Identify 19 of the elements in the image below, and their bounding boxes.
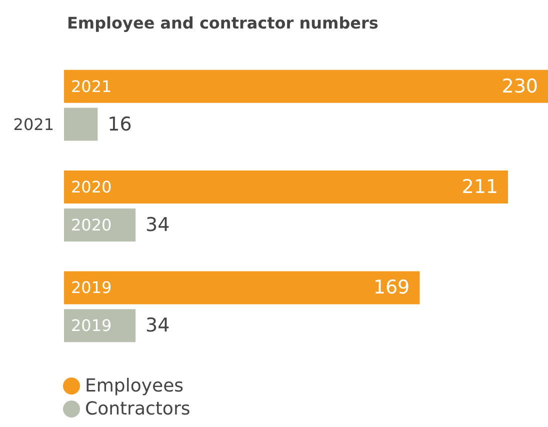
data-label: 211 (462, 176, 498, 198)
data-label: 169 (373, 276, 410, 299)
legend-label: Employees (85, 376, 184, 396)
bar (64, 70, 548, 103)
chart-title: Employee and contractor numbers (67, 14, 378, 32)
y-tick-label: 2021 (71, 76, 112, 96)
bar (64, 208, 136, 242)
y-tick-label: 2020 (71, 178, 112, 197)
bar (64, 170, 508, 204)
bar (64, 309, 136, 342)
bar (64, 108, 98, 141)
data-label: 34 (146, 314, 170, 337)
legend-label: Contractors (85, 398, 190, 420)
category-label: 2021 (13, 114, 54, 134)
bar (64, 271, 420, 304)
y-tick-label: 2019 (71, 278, 112, 298)
data-label: 34 (146, 214, 170, 236)
data-label: 230 (502, 75, 538, 98)
data-label: 16 (108, 113, 132, 136)
